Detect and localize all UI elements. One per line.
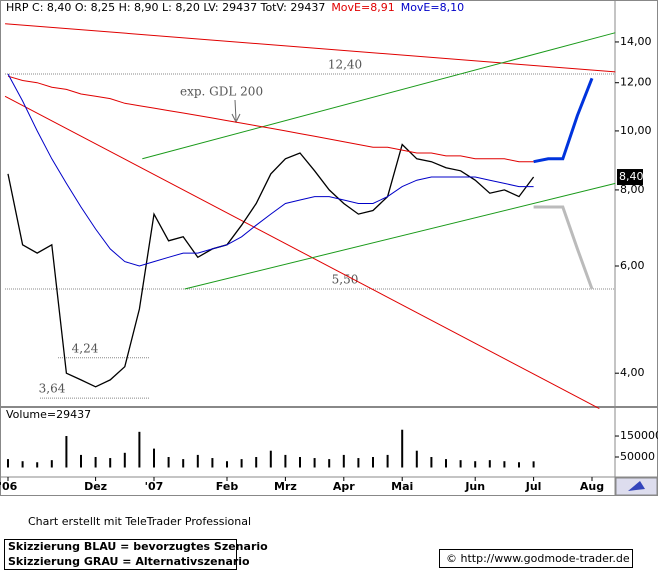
volume-bar bbox=[21, 461, 24, 468]
volume-bar bbox=[240, 459, 243, 468]
volume-bar bbox=[445, 459, 447, 468]
trendline bbox=[5, 23, 616, 73]
volume-bar bbox=[328, 459, 331, 468]
series-line bbox=[7, 143, 535, 388]
x-tick-label: Feb bbox=[216, 480, 239, 493]
y-tick-label: 50000 bbox=[620, 450, 655, 463]
volume-title: Volume=29437 bbox=[6, 408, 91, 421]
volume-bar bbox=[284, 454, 287, 468]
credit: Chart erstellt mit TeleTrader Profession… bbox=[28, 515, 251, 528]
volume-bar bbox=[299, 457, 301, 468]
x-tick-label: '07 bbox=[145, 480, 164, 493]
y-tick-label: 14,00 bbox=[620, 35, 652, 48]
nav-icon bbox=[628, 481, 645, 491]
series-line bbox=[533, 77, 594, 164]
x-tick-label: Mai bbox=[391, 480, 413, 493]
volume-bar bbox=[474, 461, 477, 468]
legend-entry: MovE=8,10 bbox=[401, 1, 464, 14]
volume-bar bbox=[488, 460, 491, 468]
x-tick-label: Dez bbox=[84, 480, 107, 493]
y-tick-label: 10,00 bbox=[620, 124, 652, 137]
volume-bar bbox=[357, 458, 360, 468]
level-label: 3,64 bbox=[39, 382, 66, 396]
legend-blue: Skizzierung BLAU = bevorzugtes Szenario bbox=[8, 540, 268, 553]
volume-bar bbox=[196, 454, 199, 468]
legend: HRP C: 8,40 O: 8,25 H: 8,90 L: 8,20 LV: … bbox=[6, 1, 464, 14]
trendline bbox=[184, 182, 616, 290]
trendline bbox=[142, 32, 616, 160]
volume-bar bbox=[518, 462, 520, 468]
volume-bar bbox=[269, 450, 272, 468]
x-tick-label: '06 bbox=[0, 480, 18, 493]
volume-bar bbox=[167, 457, 170, 468]
x-tick-label: Apr bbox=[333, 480, 355, 493]
volume-bar bbox=[94, 457, 97, 468]
level-label: 4,24 bbox=[72, 341, 99, 355]
volume-bar bbox=[65, 436, 68, 468]
volume-bar bbox=[386, 454, 389, 468]
volume-bar bbox=[211, 458, 214, 468]
price-tag-label: 8,40 bbox=[619, 170, 644, 183]
volume-bar bbox=[50, 460, 53, 468]
y-tick-label: 4,00 bbox=[620, 366, 645, 379]
volume-bar bbox=[138, 431, 141, 468]
volume-bar bbox=[255, 457, 258, 468]
legend-grey: Skizzierung GRAU = Alternativszenario bbox=[8, 555, 250, 568]
level-label: 5,50 bbox=[332, 272, 359, 286]
legend-box bbox=[4, 539, 237, 570]
volume-bar bbox=[226, 461, 228, 468]
trendline bbox=[4, 95, 600, 409]
y-tick-label: 8,00 bbox=[620, 183, 645, 196]
volume-bar bbox=[459, 460, 462, 468]
volume-bar bbox=[109, 458, 112, 468]
series-line bbox=[533, 205, 594, 290]
price-tag bbox=[617, 169, 643, 186]
level-label: 12,40 bbox=[328, 58, 362, 72]
volume-bar bbox=[153, 448, 155, 468]
x-tick-label: Mrz bbox=[274, 480, 297, 493]
volume-bar bbox=[313, 458, 316, 468]
legend-entry: MovE=8,91 bbox=[331, 1, 394, 14]
volume-bar bbox=[36, 462, 39, 468]
volume-bar bbox=[532, 461, 535, 468]
series-line bbox=[7, 73, 534, 267]
series-line bbox=[7, 75, 534, 163]
volume-bar bbox=[430, 457, 433, 468]
source-box bbox=[439, 549, 633, 568]
volume-bar bbox=[401, 429, 404, 468]
x-tick-label: Jun bbox=[464, 480, 485, 493]
volume-bar bbox=[372, 457, 374, 468]
volume-bar bbox=[80, 454, 82, 468]
volume-bar bbox=[7, 459, 9, 468]
x-tick-label: Jul bbox=[525, 480, 542, 493]
source: © http://www.godmode-trader.de bbox=[446, 552, 630, 565]
volume-bar bbox=[182, 459, 185, 468]
x-tick-label: Aug bbox=[580, 480, 604, 493]
volume-bar bbox=[415, 450, 418, 468]
legend-entry: HRP C: 8,40 O: 8,25 H: 8,90 L: 8,20 LV: … bbox=[6, 1, 325, 14]
y-tick-label: 150000 bbox=[620, 429, 658, 442]
annotation: exp. GDL 200 bbox=[180, 85, 263, 99]
volume-bar bbox=[503, 461, 506, 468]
volume-bar bbox=[342, 454, 345, 468]
volume-bar bbox=[123, 452, 126, 468]
y-tick-label: 6,00 bbox=[620, 259, 645, 272]
y-tick-label: 12,00 bbox=[620, 76, 652, 89]
